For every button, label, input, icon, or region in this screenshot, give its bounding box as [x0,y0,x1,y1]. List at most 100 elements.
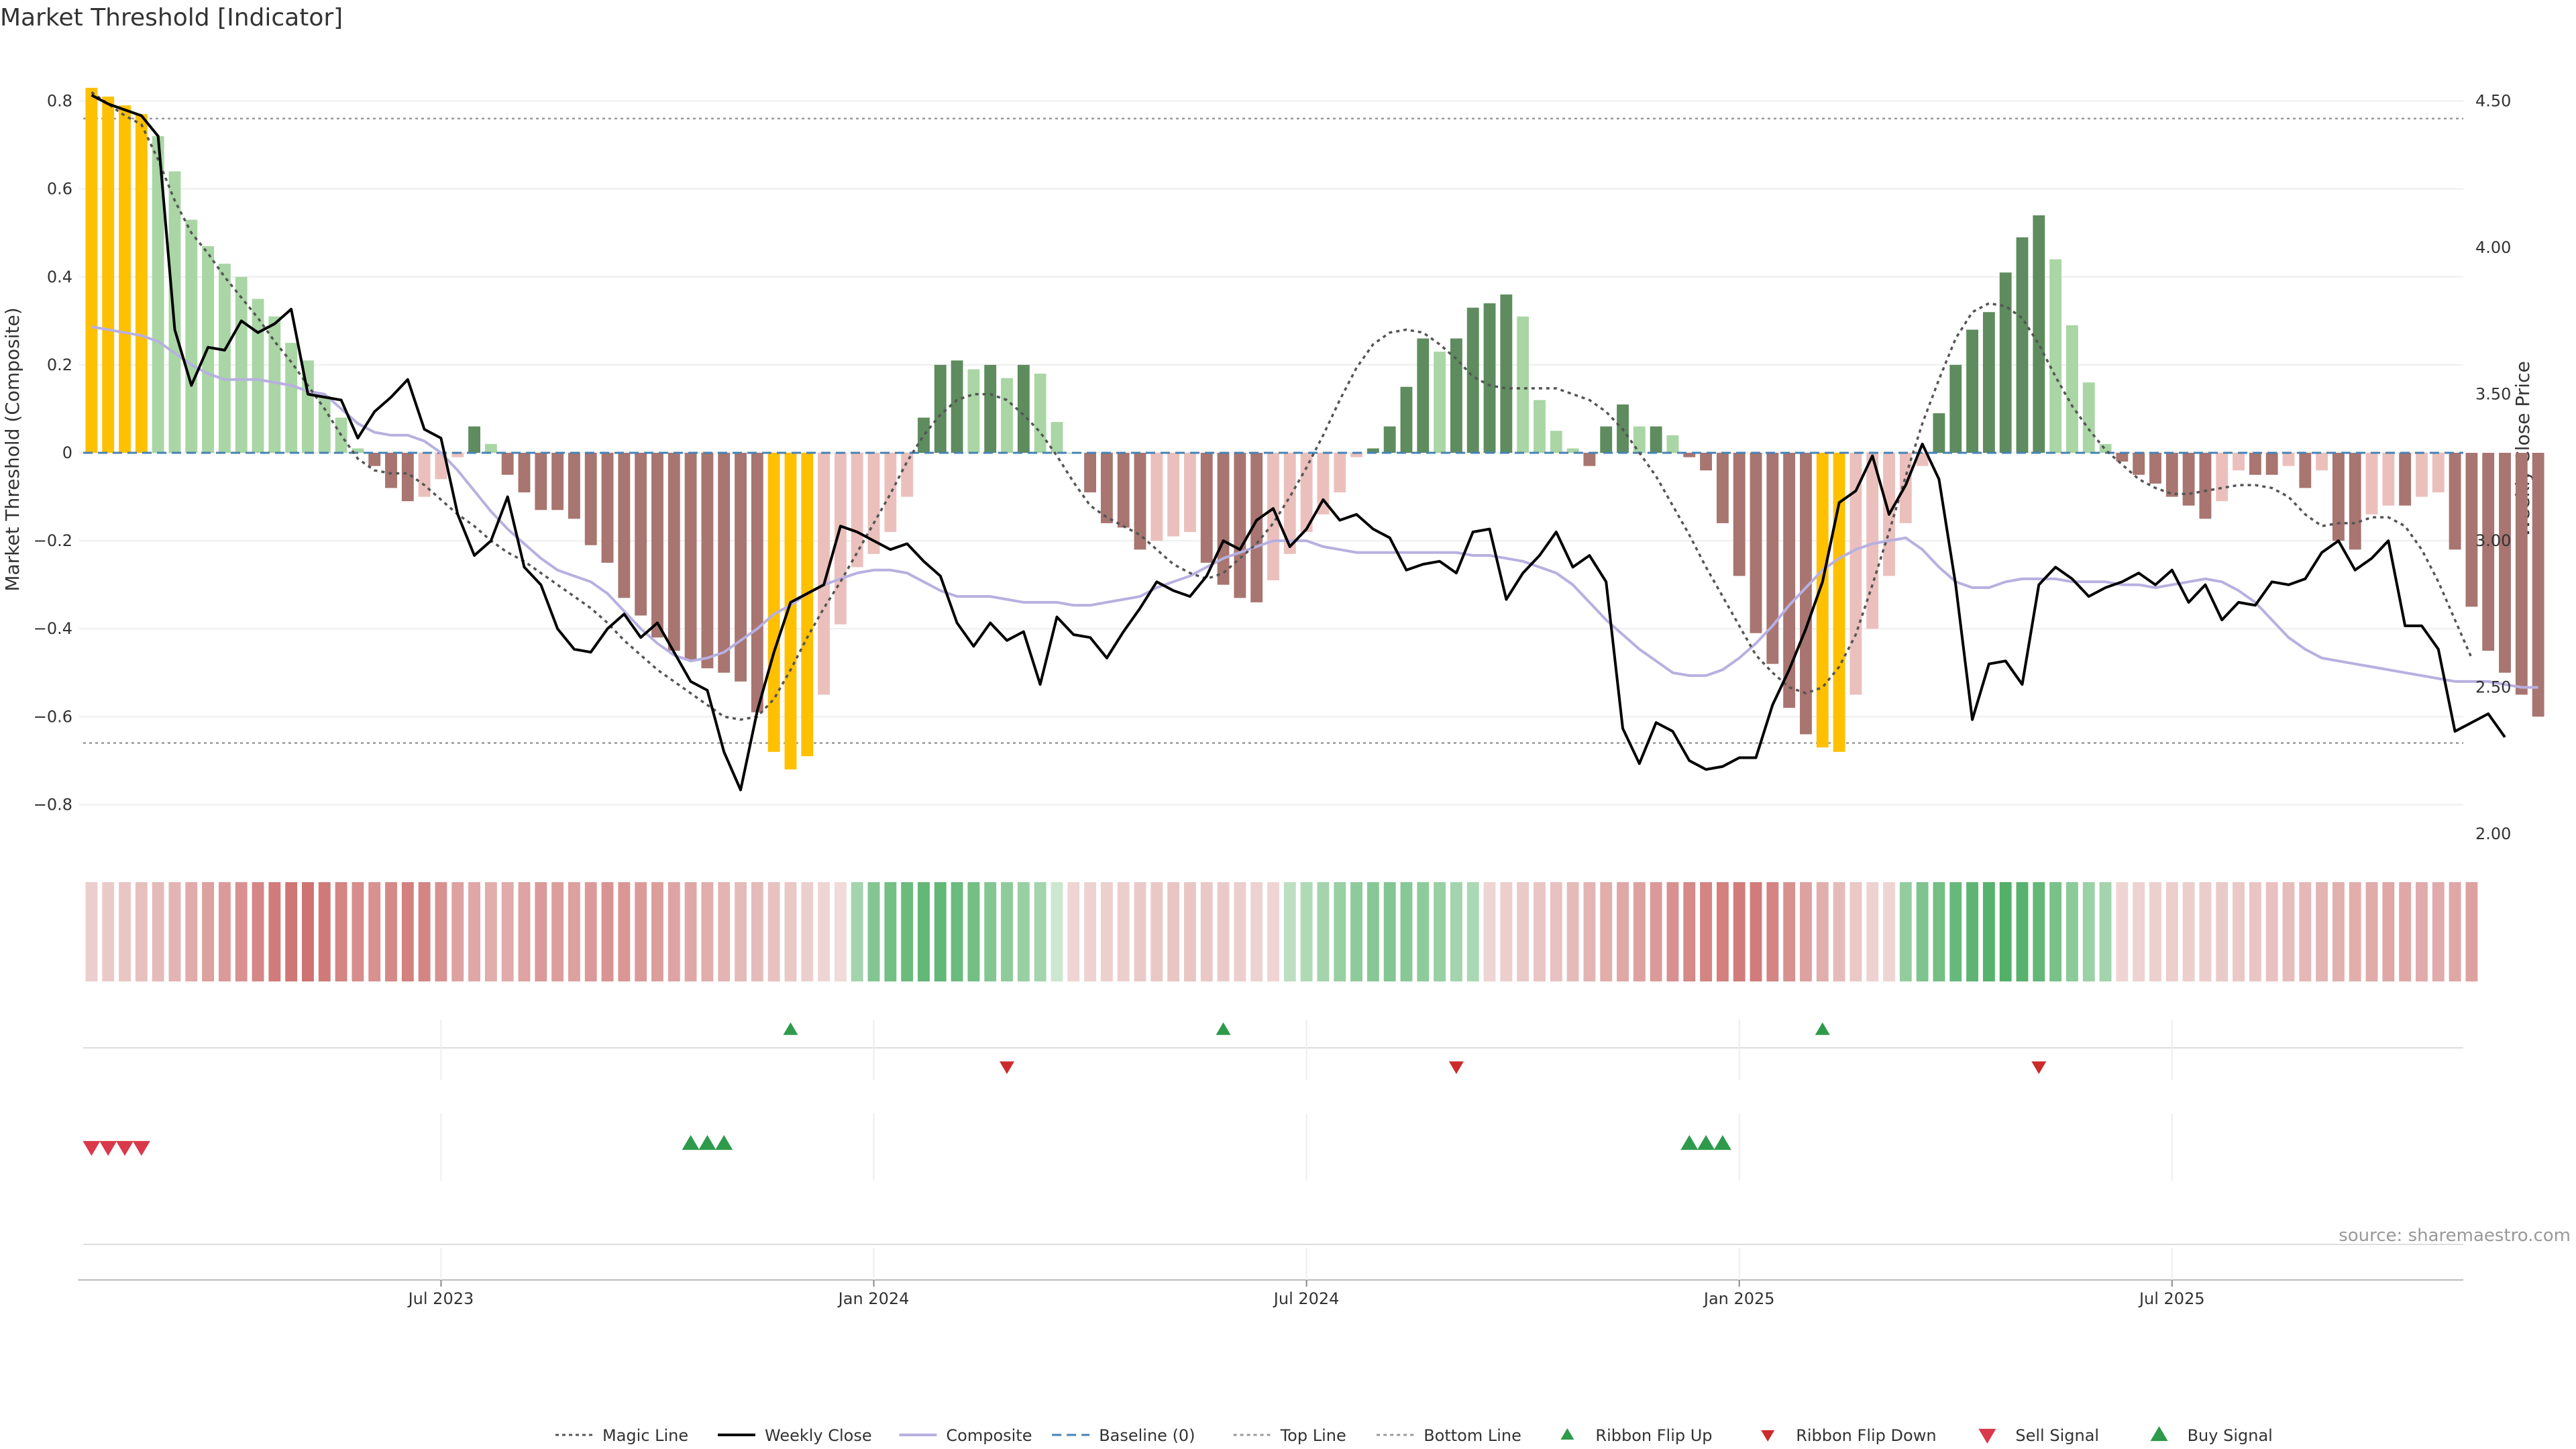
composite-bar [2165,453,2178,497]
ribbon-cell [1383,882,1396,981]
ribbon-cell [1783,882,1796,981]
composite-bar [218,264,231,453]
ribbon-cell [1999,882,2012,981]
ribbon-cell [468,882,480,981]
sell-signal-marker [132,1140,150,1156]
x-tick-label: Jul 2023 [407,1289,474,1308]
composite-bar [1450,338,1462,453]
y-tick-label: −0.6 [34,707,72,726]
ribbon-cell [1184,882,1196,981]
ribbon-cell [102,882,115,981]
ribbon-cell [1766,882,1779,981]
composite-bar [468,426,480,453]
composite-bar [235,276,248,453]
ribbon-flip-up-marker [1216,1022,1231,1035]
composite-bar [2532,453,2544,717]
composite-bar [2049,259,2062,453]
ribbon-cell [2316,882,2328,981]
ribbon-cell [168,882,181,981]
composite-bar [1283,453,1296,554]
ribbon-cell [1849,882,1862,981]
composite-bar [1550,431,1562,453]
composite-bar [1999,272,2012,453]
composite-bar [2382,453,2395,506]
composite-bar [584,453,597,545]
composite-bar [285,343,298,453]
composite-bar [102,97,115,453]
buy-signal-marker [1697,1135,1715,1150]
ribbon-cell [1800,882,1812,981]
composite-bar [701,453,714,669]
y-tick-label: 0 [62,443,72,462]
composite-bar [1001,378,1013,453]
composite-bar [1167,453,1180,537]
buy-signal-marker [1713,1135,1731,1150]
composite-bars [85,87,2544,769]
composite-bar [2449,453,2461,550]
ribbon-cell [352,882,364,981]
buy-signal-marker [715,1135,733,1150]
composite-bar [1650,426,1662,453]
legend-label: Baseline (0) [1099,1426,1195,1445]
ribbon-heatmap [85,882,2478,981]
composite-bar [1849,453,1862,695]
ribbon-cell [1283,882,1296,981]
ribbon-cell [1600,882,1613,981]
ribbon-cell [1883,882,1895,981]
ribbon-cell [484,882,497,981]
ribbon-cell [1366,882,1379,981]
ribbon-cell [718,882,731,981]
ribbon-cell [418,882,431,981]
ribbon-cell [2049,882,2062,981]
ribbon-cell [784,882,797,981]
ribbon-cell [2233,882,2245,981]
ribbon-cell [1750,882,1762,981]
y-tick-label: −0.2 [34,531,72,550]
composite-bar [1783,453,1796,708]
ribbon-cell [1417,882,1430,981]
y-tick-label: −0.8 [34,795,72,814]
ribbon-cell [1700,882,1713,981]
composite-bar [718,453,731,673]
ribbon-cell [1217,882,1230,981]
legend-label: Sell Signal [2015,1426,2099,1445]
composite-bar [851,453,863,568]
composite-bar [901,453,914,497]
composite-bar [168,171,181,453]
ribbon-cell [767,882,780,981]
x-axis: Jul 2023 Jan 2024 Jul 2024 Jan 2025 Jul 2025 [78,1020,2463,1308]
ribbon-cell [2149,882,2161,981]
y2-ticks: 4.50 4.00 3.50 3.00 2.50 2.00 [2475,92,2511,844]
sell-signal-marker [83,1140,101,1156]
ribbon-cell [1117,882,1130,981]
sell-signal-marker [116,1140,134,1156]
composite-bar [684,453,697,660]
ribbon-cell [1916,882,1929,981]
composite-bar [1916,453,1929,466]
ribbon-cell [1899,882,1912,981]
composite-bar [1417,338,1430,453]
composite-bar [2233,453,2245,471]
legend-label: Buy Signal [2188,1426,2273,1445]
y2-tick-label: 2.50 [2475,678,2511,697]
composite-bar [2016,237,2029,453]
composite-bar [2066,325,2078,453]
composite-bar [1184,453,1196,532]
y2-tick-label: 3.00 [2475,531,2511,550]
x-tick-label: Jul 2024 [1273,1289,1340,1308]
composite-bar [2515,453,2528,695]
composite-bar [1899,453,1912,523]
ribbon-cell [2432,882,2445,981]
ribbon-flip-down-marker [1000,1061,1015,1074]
composite-bar [1466,307,1479,453]
composite-bar [2216,453,2229,502]
composite-bar [2033,215,2045,453]
ribbon-cell [1534,882,1546,981]
ribbon-cell [1267,882,1279,981]
ribbon-cell [1001,882,1013,981]
x-tick-label: Jan 2025 [1703,1289,1775,1308]
composite-bar [2299,453,2312,488]
composite-bar [385,453,397,488]
ribbon-cell [1650,882,1662,981]
